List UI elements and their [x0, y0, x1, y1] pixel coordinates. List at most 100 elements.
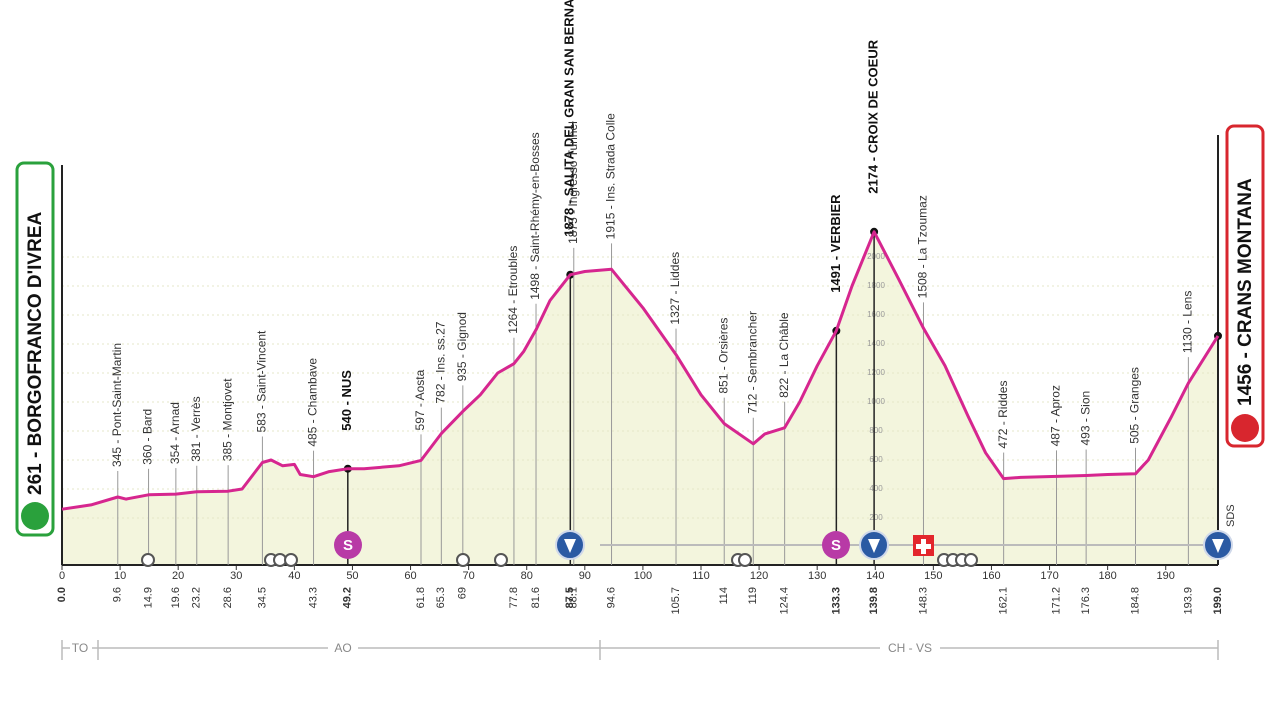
- y-tick-label: 800: [869, 426, 883, 435]
- sprint-text: S: [831, 537, 841, 554]
- kom-mark: [564, 539, 576, 553]
- waypoint-km: 23.2: [191, 587, 203, 608]
- waypoint-label: 712 - Sembrancher: [745, 311, 759, 414]
- sprint-text: S: [343, 537, 353, 554]
- x-tick-label: 80: [521, 570, 533, 582]
- waypoint-km: 105.7: [670, 587, 682, 615]
- waypoint-label: 354 - Arnad: [168, 402, 182, 464]
- region-label: TO: [72, 641, 88, 655]
- waypoint-label: 385 - Montjovet: [220, 378, 234, 461]
- waypoint-label: 345 - Pont-Saint-Martin: [110, 343, 124, 467]
- waypoint-label: 360 - Bard: [141, 409, 155, 465]
- waypoint-km: 81.6: [530, 587, 542, 608]
- waypoint-label: 1498 - Saint-Rhémy-en-Bosses: [528, 132, 542, 299]
- x-tick-label: 140: [866, 570, 884, 582]
- waypoint-km: 148.3: [917, 587, 929, 615]
- waypoint-label: 1327 - Liddes: [668, 252, 682, 325]
- waypoint-label: 1491 - VERBIER: [828, 194, 843, 293]
- start-km: 0.0: [56, 587, 68, 602]
- tunnel-icon: [456, 553, 470, 567]
- x-tick-label: 60: [404, 570, 416, 582]
- region-label-bg: [328, 641, 358, 655]
- waypoint-label: 472 - Riddes: [996, 381, 1010, 449]
- tunnel-icon: [494, 553, 508, 567]
- profile-area: [62, 231, 1218, 566]
- region-bar: [61, 640, 1219, 660]
- waypoint-label: 583 - Saint-Vincent: [255, 330, 269, 433]
- waypoint-km: 193.9: [1182, 587, 1194, 615]
- waypoint-label: 1264 - Etroubles: [506, 246, 520, 334]
- region-label-bg: [70, 641, 92, 655]
- x-tick-label: 120: [750, 570, 768, 582]
- x-tick-label: 150: [924, 570, 942, 582]
- waypoint-km: 77.8: [508, 587, 520, 608]
- waypoint-km: 124.4: [779, 587, 791, 615]
- x-tick-label: 40: [288, 570, 300, 582]
- waypoint-km: 176.3: [1080, 587, 1092, 615]
- waypoint-label: 1130 - Lens: [1181, 291, 1195, 354]
- y-tick-label: 1400: [867, 339, 885, 348]
- region-label: CH - VS: [888, 641, 932, 655]
- y-tick-label: 400: [869, 484, 883, 493]
- waypoint-label: 1875 - Ingresso Tunnel: [566, 121, 580, 244]
- tunnel-icon: [284, 553, 298, 567]
- waypoint-km: 171.2: [1050, 587, 1062, 615]
- waypoint-km: 34.5: [256, 587, 268, 608]
- waypoint-km: 88.1: [568, 587, 580, 608]
- waypoint-label: 487 - Aproz: [1049, 385, 1063, 446]
- x-tick-label: 170: [1040, 570, 1058, 582]
- finish-icon: [1231, 414, 1259, 442]
- waypoint-km: 94.6: [605, 587, 617, 608]
- waypoint-label: 935 - Gignod: [455, 312, 469, 381]
- waypoint-km: 43.3: [307, 587, 319, 608]
- y-tick-label: 1000: [867, 397, 885, 406]
- start-box: [15, 161, 55, 537]
- waypoint-km: 19.6: [170, 587, 182, 608]
- y-tick-label: 600: [869, 455, 883, 464]
- start-label: 261 - BORGOFRANCO D'IVREA: [25, 212, 46, 495]
- waypoint-km: 69: [457, 587, 469, 599]
- x-tick-label: 160: [982, 570, 1000, 582]
- x-tick-label: 110: [692, 570, 710, 582]
- waypoint-km: 119: [747, 587, 759, 605]
- waypoint-label: 2174 - CROIX DE COEUR: [866, 39, 881, 193]
- plot: 200 400 600 800 1000 1200 1400 1600 1800 2000 0 10 2…: [56, 0, 1224, 615]
- waypoint-km: 184.8: [1129, 587, 1141, 615]
- tunnel-icon: [738, 553, 752, 567]
- y-tick-label: 1200: [867, 368, 885, 377]
- y-tick-label: 200: [869, 513, 883, 522]
- swiss-cross: [916, 539, 931, 554]
- x-tick-label: 0: [59, 570, 65, 582]
- waypoint-label: 1878 - SALITA DEL GRAN SAN BERNARDO: [562, 0, 577, 237]
- profile-line: [61, 230, 1220, 511]
- waypoint-label: 1508 - La Tzoumaz: [916, 195, 930, 298]
- waypoint-label: 381 - Verrès: [189, 396, 203, 461]
- x-tick-label: 180: [1098, 570, 1116, 582]
- tunnel-icon: [141, 553, 155, 567]
- x-tick-label: 90: [579, 570, 591, 582]
- waypoint-label: 822 - La Châble: [777, 312, 791, 398]
- x-tick-label: 70: [463, 570, 475, 582]
- x-tick-label: 190: [1157, 570, 1175, 582]
- waypoint-label: 1915 - Ins. Strada Colle: [604, 113, 618, 239]
- waypoint-km: 65.3: [435, 587, 447, 608]
- waypoint-km: 139.8: [868, 587, 880, 615]
- kom-mark: [1212, 539, 1224, 553]
- waypoint-km: 9.6: [112, 587, 124, 602]
- waypoint-km: 61.8: [415, 587, 427, 608]
- sprint-icon: [822, 531, 850, 559]
- waypoint-km: 14.9: [142, 587, 154, 608]
- region-label: AO: [334, 641, 351, 655]
- x-tick-label: 100: [634, 570, 652, 582]
- waypoint-label: 493 - Sion: [1078, 391, 1092, 446]
- waypoint-km: 133.3: [830, 587, 842, 615]
- sprint-icon: [334, 531, 362, 559]
- waypoint-km: 28.6: [222, 587, 234, 608]
- y-tick-label: 2000: [867, 252, 885, 261]
- waypoint-label: 505 - Granges: [1128, 367, 1142, 444]
- finish-box: [1225, 124, 1265, 448]
- tunnel-icon: [964, 553, 978, 567]
- kom-mark: [868, 539, 880, 553]
- y-tick-label: 1600: [867, 310, 885, 319]
